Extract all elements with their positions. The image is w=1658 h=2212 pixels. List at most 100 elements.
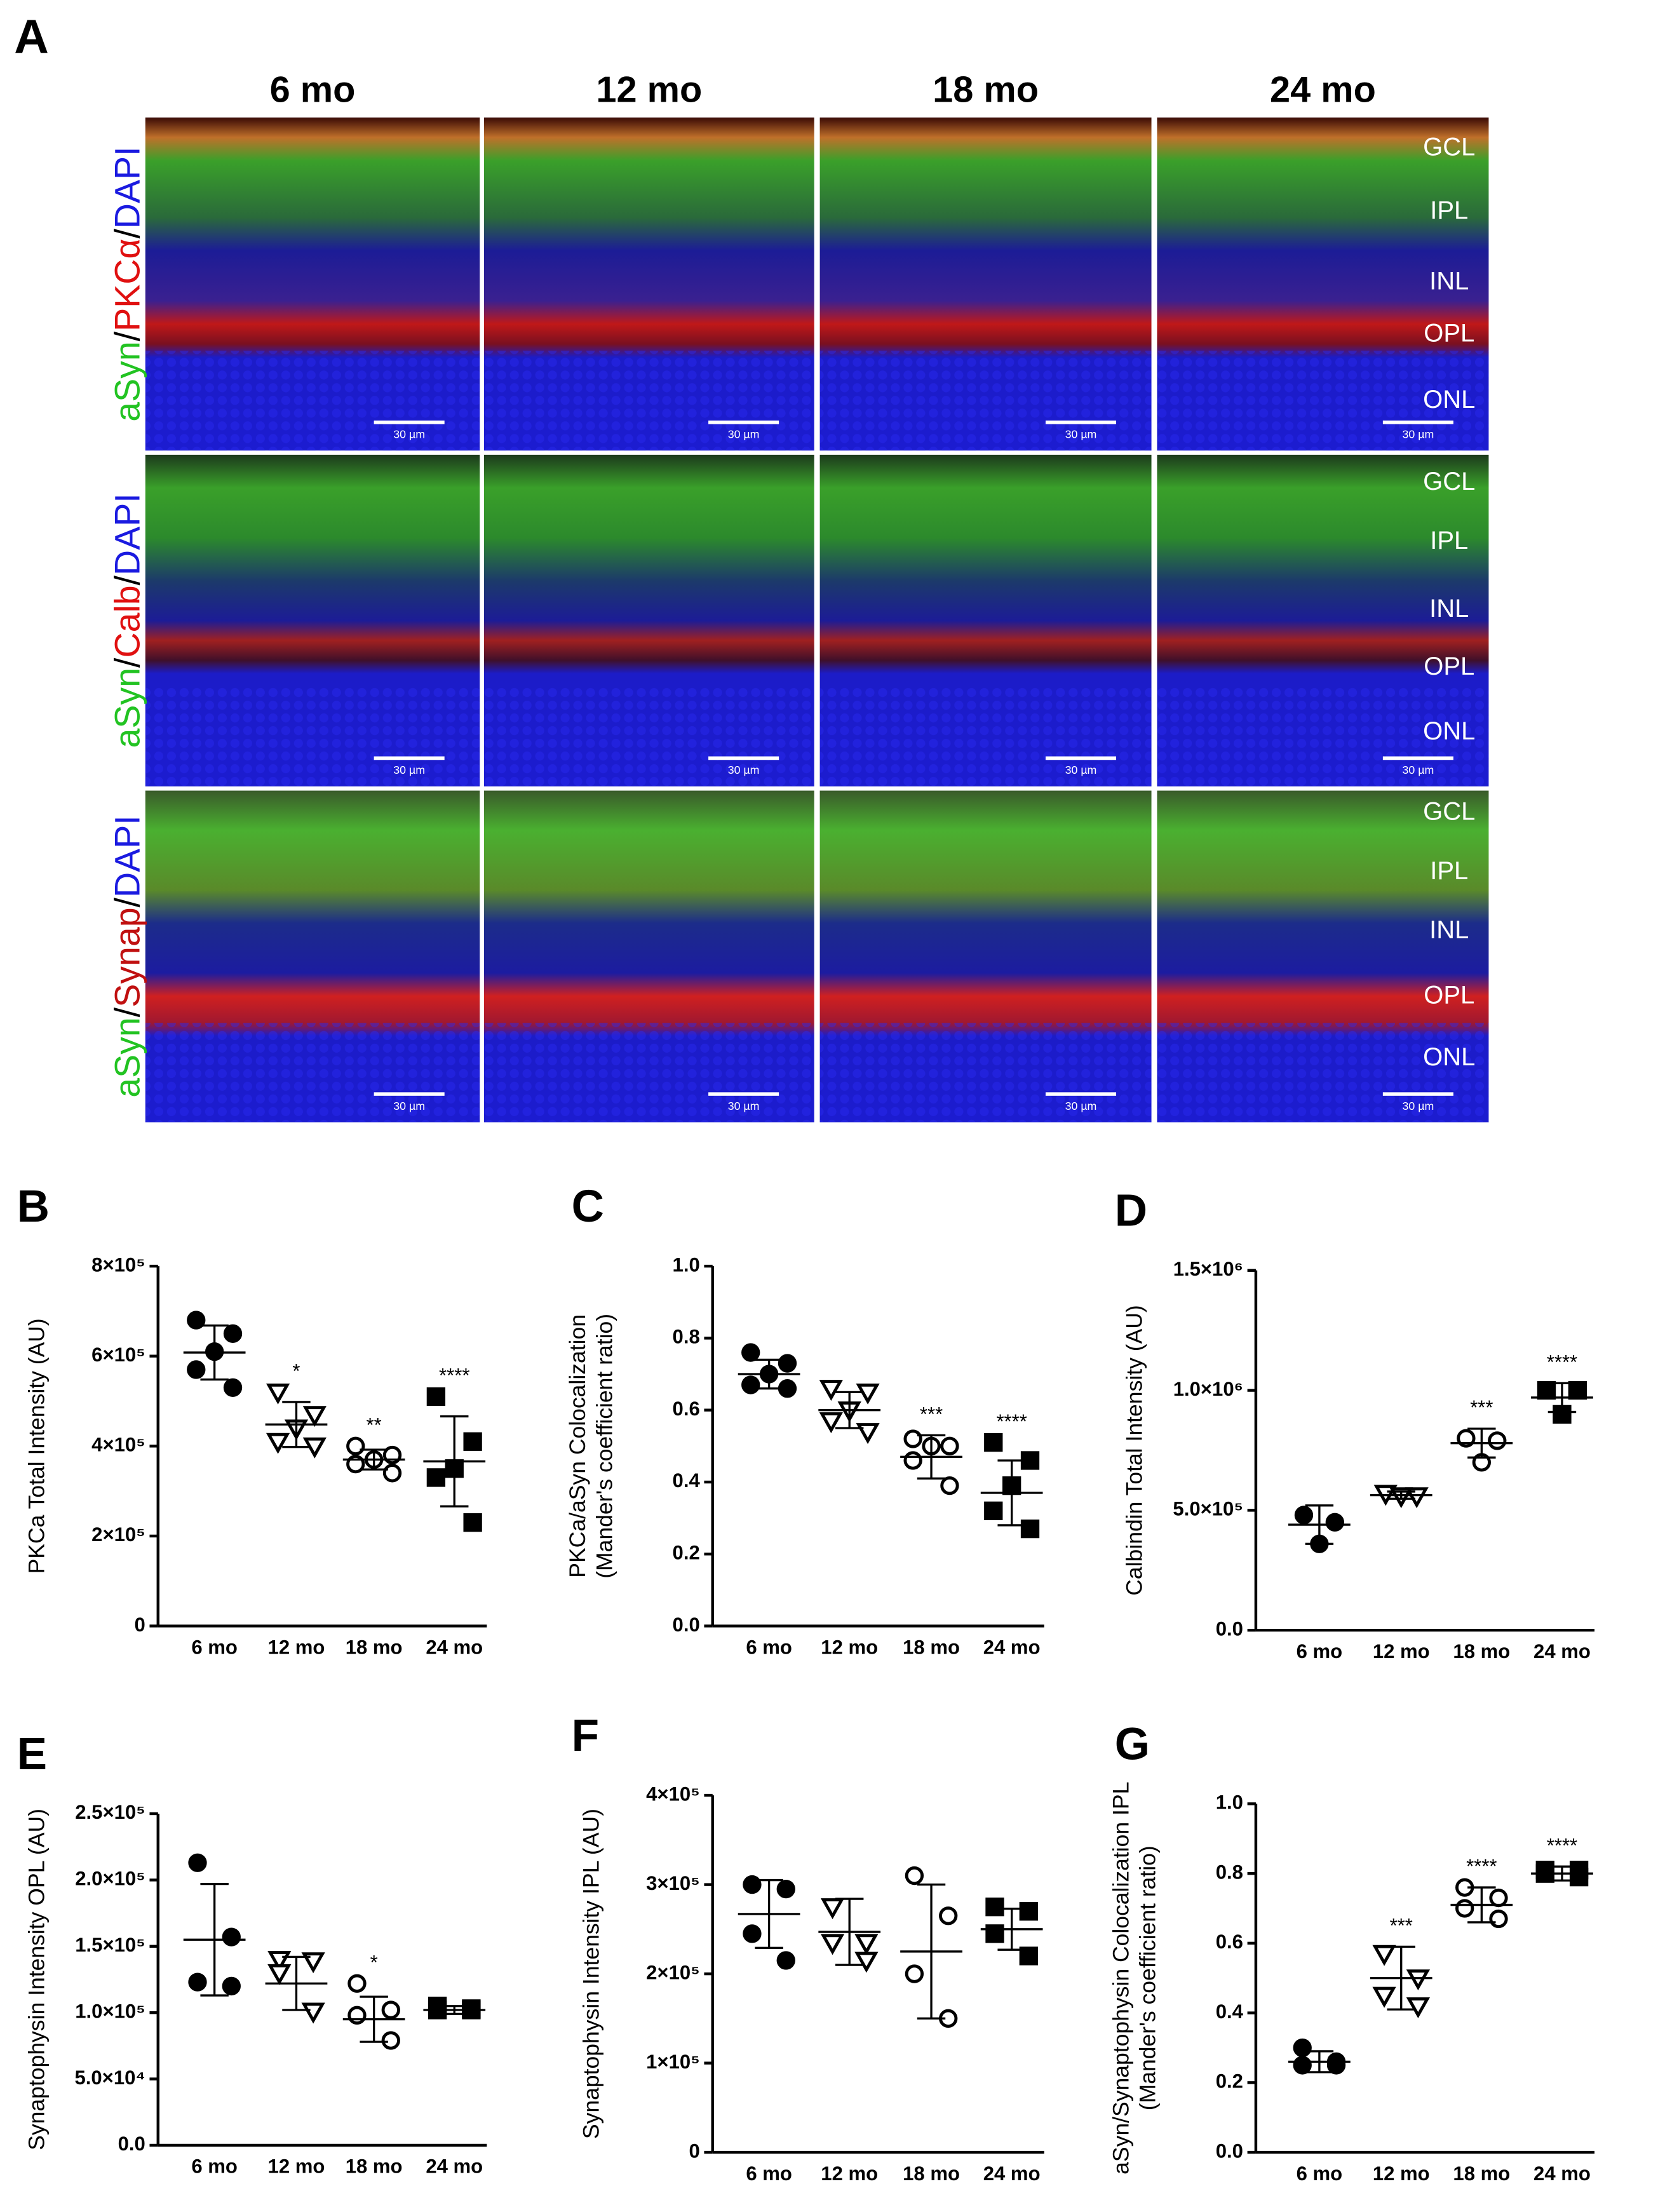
data-point bbox=[1325, 1513, 1344, 1532]
x-tick-label: 6 mo bbox=[746, 1636, 792, 1658]
x-tick-label: 18 mo bbox=[1453, 1640, 1510, 1662]
layer-label: ONL bbox=[1423, 717, 1475, 745]
layer-label: ONL bbox=[1423, 1043, 1475, 1071]
data-point bbox=[819, 1380, 843, 1401]
nuclei-texture bbox=[1157, 350, 1489, 451]
row-label-part: DAPI bbox=[107, 493, 147, 576]
data-point bbox=[222, 1976, 241, 1996]
data-point bbox=[1569, 1867, 1589, 1887]
x-tick-label: 6 mo bbox=[746, 2162, 792, 2185]
x-tick-label: 6 mo bbox=[191, 2155, 238, 2178]
data-point bbox=[1537, 1380, 1556, 1400]
sd-bar bbox=[440, 2005, 469, 2015]
significance: **** bbox=[439, 1365, 469, 1387]
y-tick-label: 1.0 bbox=[1216, 1791, 1243, 1814]
layer-label: IPL bbox=[1430, 196, 1468, 224]
data-point bbox=[1488, 1431, 1507, 1450]
data-point bbox=[905, 1964, 924, 1983]
data-point bbox=[940, 1476, 959, 1495]
nuclei-texture bbox=[1157, 1022, 1489, 1123]
data-point bbox=[426, 1387, 446, 1406]
y-tick-label: 3×10⁵ bbox=[646, 1872, 700, 1894]
sd-bar bbox=[1547, 1865, 1577, 1882]
layer-label: INL bbox=[1429, 595, 1469, 623]
y-tick-label: 1×10⁵ bbox=[646, 2051, 700, 2073]
scale-bar-label: 30 µm bbox=[1065, 428, 1097, 440]
data-point bbox=[223, 1324, 243, 1343]
data-point bbox=[1326, 2056, 1346, 2075]
data-point bbox=[1293, 2056, 1312, 2075]
y-axis-title: Synaptophysin Intensity OPL (AU) bbox=[24, 1809, 49, 2150]
data-point bbox=[188, 1853, 207, 1872]
scale-bar-label: 30 µm bbox=[1403, 764, 1434, 776]
sd-bar bbox=[1305, 1504, 1334, 1545]
scale-bar-label: 30 µm bbox=[1065, 1100, 1097, 1112]
data-point bbox=[381, 2000, 400, 2020]
x-tick-label: 12 mo bbox=[821, 2162, 878, 2185]
data-point bbox=[1568, 1380, 1587, 1400]
y-tick-label: 0.6 bbox=[673, 1398, 700, 1420]
x-tick-label: 24 mo bbox=[983, 2162, 1041, 2185]
layer-label: GCL bbox=[1423, 798, 1475, 826]
sd-bar bbox=[1547, 1382, 1577, 1413]
data-point bbox=[187, 1360, 206, 1379]
data-point bbox=[1294, 1506, 1314, 1525]
x-tick-label: 18 mo bbox=[903, 2162, 960, 2185]
scale-bar-label: 30 µm bbox=[1403, 1100, 1434, 1112]
x-tick-label: 12 mo bbox=[821, 1636, 878, 1658]
x-tick-label: 12 mo bbox=[1373, 2162, 1430, 2185]
y-axis-title: (Mander's coefficient ratio) bbox=[1135, 1845, 1161, 2110]
significance: **** bbox=[1547, 1834, 1577, 1856]
data-point bbox=[267, 1964, 292, 1985]
data-point bbox=[776, 1951, 795, 1970]
data-point bbox=[1372, 1986, 1396, 2008]
y-tick-label: 1.5×10⁶ bbox=[1173, 1258, 1243, 1280]
layer-label: ONL bbox=[1423, 386, 1475, 414]
layer-label: OPL bbox=[1424, 320, 1474, 347]
column-header: 18 mo bbox=[933, 69, 1039, 110]
sd-bar bbox=[360, 1448, 388, 1471]
x-tick-label: 12 mo bbox=[268, 1636, 325, 1658]
data-point bbox=[347, 1974, 367, 1993]
data-point bbox=[741, 1375, 760, 1394]
y-tick-label: 0.4 bbox=[1216, 2000, 1244, 2023]
data-point bbox=[1455, 1899, 1474, 1918]
scale-bar-label: 30 µm bbox=[393, 764, 425, 776]
y-tick-label: 5.0×10⁴ bbox=[74, 2067, 145, 2089]
data-point bbox=[1293, 2038, 1312, 2058]
data-point bbox=[903, 1429, 922, 1448]
y-tick-label: 0 bbox=[134, 1614, 145, 1636]
data-point bbox=[984, 1501, 1003, 1520]
data-point bbox=[984, 1433, 1003, 1452]
y-tick-label: 0.2 bbox=[673, 1541, 700, 1563]
significance: * bbox=[292, 1359, 300, 1382]
row-label: aSyn/Synap/DAPI bbox=[107, 815, 147, 1097]
y-tick-label: 0.0 bbox=[118, 2133, 145, 2155]
y-tick-label: 1.0 bbox=[673, 1253, 700, 1276]
column-header: 24 mo bbox=[1270, 69, 1376, 110]
sd-bar bbox=[755, 1878, 783, 1950]
y-tick-label: 0.0 bbox=[1216, 1617, 1243, 1640]
significance: ** bbox=[367, 1413, 382, 1436]
sd-bar bbox=[1387, 1945, 1415, 2011]
scale-bar-label: 30 µm bbox=[1403, 428, 1434, 440]
data-point bbox=[347, 2006, 367, 2025]
y-tick-label: 2.0×10⁵ bbox=[75, 1868, 145, 1890]
scale-bar-label: 30 µm bbox=[728, 764, 760, 776]
scale-bar-label: 30 µm bbox=[728, 1100, 760, 1112]
layer-label: IPL bbox=[1430, 857, 1468, 885]
data-point bbox=[382, 1464, 402, 1483]
sd-bar bbox=[282, 1955, 311, 2011]
nuclei-texture bbox=[819, 350, 1152, 451]
x-tick-label: 6 mo bbox=[1297, 1640, 1343, 1662]
sd-bar bbox=[755, 1358, 783, 1390]
row-label: aSyn/PKCα/DAPI bbox=[107, 146, 147, 421]
x-tick-label: 18 mo bbox=[1453, 2162, 1510, 2185]
data-point bbox=[903, 1451, 922, 1470]
data-point bbox=[187, 1311, 206, 1330]
nuclei-texture bbox=[145, 350, 480, 451]
data-point bbox=[1489, 1909, 1508, 1929]
panel-label: G bbox=[1115, 1719, 1150, 1769]
significance: *** bbox=[1470, 1396, 1493, 1419]
